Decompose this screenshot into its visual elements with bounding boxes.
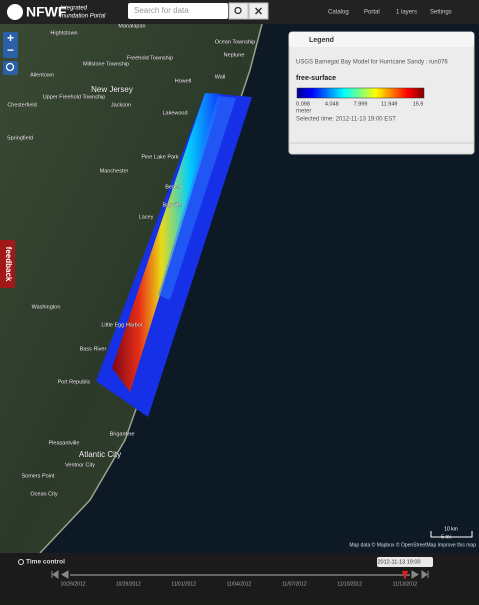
place-label: Washington [32, 304, 61, 310]
zoom-in[interactable]: + [7, 31, 14, 45]
place-label: Freehold Township [127, 55, 173, 61]
place-label: Springfield [7, 135, 33, 141]
search-button[interactable] [228, 2, 249, 20]
place-label: Pine Lake Park [141, 154, 179, 160]
timeline-date: 11/04/2012 [227, 581, 252, 587]
place-label: Wall [215, 74, 226, 80]
brand-sub: Integrated [60, 6, 88, 12]
place-label: Ventnor City [65, 462, 95, 468]
time-handle[interactable] [402, 571, 408, 580]
place-label: Jackson [111, 102, 131, 108]
scale-km: 10 km [444, 526, 458, 532]
colorbar [296, 87, 425, 99]
legend-unit: meter [296, 109, 311, 115]
zoom-out[interactable]: − [7, 43, 14, 57]
legend-layer: USGS Barnegat Bay Model for Hurricane Sa… [296, 60, 448, 66]
time-control-title[interactable]: Time control [26, 559, 65, 566]
place-label: Lakewood [162, 110, 187, 116]
place-label: Somers Point [21, 473, 54, 479]
scale-bar [430, 531, 473, 538]
model-shallow [158, 96, 236, 300]
timeline-date: 10/26/2012 [60, 581, 85, 587]
place-label: Bass River [80, 346, 107, 352]
search-icon [234, 6, 242, 15]
place-label: Allentown [30, 72, 54, 78]
place-label: Hightstown [50, 30, 77, 36]
timeline-date: 11/10/2012 [337, 581, 362, 587]
place-label: Port Republic [57, 379, 90, 385]
place-label: Howell [175, 78, 192, 84]
timeline-date: 11/01/2012 [171, 581, 196, 587]
place-label: Lacey [139, 214, 154, 220]
colorbar-label: 11.949 [381, 101, 397, 107]
place-label: Beach [165, 184, 181, 190]
zoom-control [3, 32, 18, 58]
place-label: Pleasantville [49, 440, 80, 446]
feedback-label: feedback [4, 247, 13, 282]
place-label: Little Egg Harbor [101, 322, 142, 328]
nav-item[interactable]: 1 layers [396, 10, 417, 16]
search-input[interactable] [128, 3, 228, 19]
colorbar-label: 7.999 [354, 101, 368, 107]
attribution: Map data © Mapbox © OpenStreetMap Improv… [349, 541, 476, 548]
surge-edge [112, 93, 222, 392]
place-label: Manalapan [118, 23, 145, 29]
clock-icon [18, 559, 24, 565]
scale-mi: 5 mi [441, 534, 450, 540]
logo [7, 4, 23, 20]
nav: Catalog Portal 1 layers Settings [328, 10, 452, 16]
timeline-dates: 10/26/2012 10/29/2012 11/01/2012 11/04/2012… [60, 581, 417, 587]
place-label: Atlantic City [79, 450, 121, 459]
current-time: 2012-11-13 19:00 [377, 559, 420, 565]
brand: NFWF [26, 4, 67, 20]
place-label: Neptune [224, 52, 245, 58]
place-label: Chesterfield [7, 102, 36, 108]
colorbar-label: 0.098 [296, 101, 310, 107]
timeline-date: 10/29/2012 [116, 581, 141, 587]
colorbar-label: 4.048 [325, 101, 339, 107]
colorbar-labels: 0.098 4.048 7.999 11.949 15.9 [296, 101, 423, 107]
legend-variable: free-surface [296, 75, 336, 82]
place-label: New Jersey [91, 85, 133, 94]
current-time-box [377, 557, 433, 567]
legend-time: Selected time: 2012-11-13 19:00 EST [296, 117, 396, 123]
place-label: Millstone Township [83, 61, 129, 67]
place-label: Ocean City [30, 491, 57, 497]
zoom-box-icon [5, 62, 15, 72]
playback-controls[interactable] [51, 570, 429, 579]
colorbar-label: 15.9 [413, 101, 424, 107]
search-placeholder: Search for data [134, 6, 189, 15]
nav-item[interactable]: Catalog [328, 10, 349, 16]
nav-item[interactable]: Portal [364, 10, 380, 16]
place-label: Manchester [100, 168, 129, 174]
timeline-date: 11/07/2012 [282, 581, 307, 587]
brand-sub: Inundation Portal [60, 14, 106, 20]
feedback-tab[interactable] [0, 240, 15, 288]
place-label: Brigantine [110, 431, 135, 437]
legend-header [289, 32, 474, 47]
place-label: Ocean Township [215, 39, 256, 45]
nav-item[interactable]: Settings [430, 10, 452, 16]
timeline-date: 11/13/2012 [393, 581, 418, 587]
legend-title: Legend [309, 37, 334, 44]
map-labels: Manalapan Hightstown Ocean Township Freehol… [7, 23, 256, 497]
clear-icon [254, 7, 263, 15]
place-label: Upper Freehold Township [43, 94, 106, 100]
place-label: Bayville [163, 202, 182, 208]
